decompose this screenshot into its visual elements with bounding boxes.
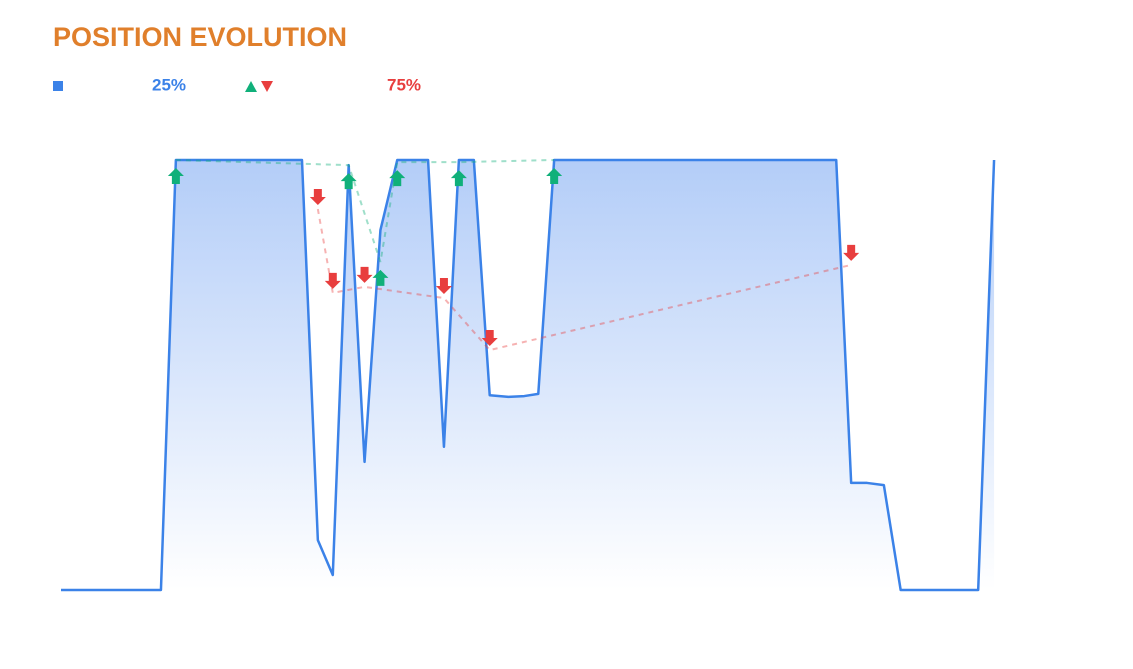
legend-label: 75% bbox=[387, 75, 421, 94]
area bbox=[61, 160, 995, 590]
chart-title: POSITION EVOLUTION bbox=[53, 22, 347, 52]
position-line bbox=[61, 158, 996, 592]
buy-arrow bbox=[546, 168, 563, 184]
legend-label: 25% bbox=[152, 75, 186, 94]
buy-arrow bbox=[167, 168, 184, 184]
sell-arrow bbox=[324, 272, 341, 289]
sell-arrow bbox=[481, 330, 498, 347]
sell-arrow bbox=[356, 266, 373, 283]
buy-arrow bbox=[340, 173, 357, 190]
legend-swatch bbox=[53, 81, 63, 91]
legend-up-icon bbox=[245, 81, 257, 92]
legend-down-icon bbox=[261, 81, 273, 92]
buy-arrow bbox=[372, 269, 389, 286]
sell-arrow bbox=[309, 189, 326, 206]
signal-line bbox=[175, 159, 555, 263]
sell-arrow bbox=[843, 244, 860, 261]
buy-arrow bbox=[389, 170, 406, 187]
buy-arrow bbox=[450, 170, 467, 187]
sell-arrow bbox=[435, 278, 452, 295]
